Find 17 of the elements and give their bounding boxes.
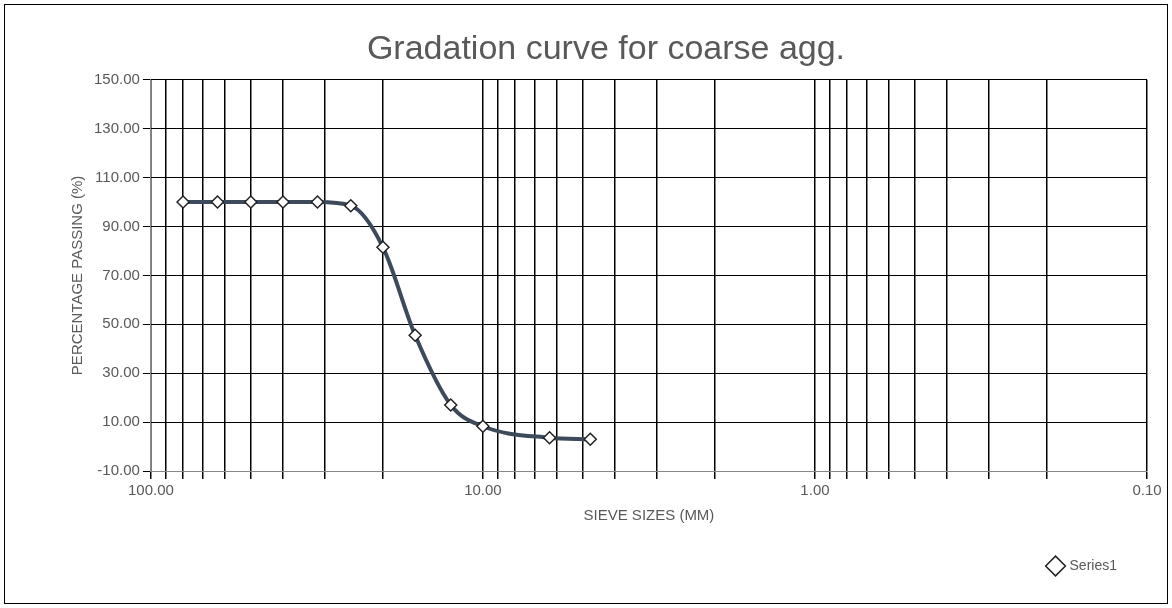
x-tick-label: 0.10 — [1132, 481, 1162, 499]
y-axis-title: PERCENTAGE PASSING (%) — [68, 175, 86, 376]
x-tick-label: 10.00 — [464, 481, 502, 499]
y-tick-label: -10.00 — [97, 461, 140, 479]
x-tick-label: 100.00 — [127, 481, 174, 499]
x-tick-label: 1.00 — [800, 481, 830, 499]
y-tick-label: 130.00 — [93, 118, 140, 136]
y-tick-label: 150.00 — [93, 69, 140, 87]
y-tick-label: 30.00 — [102, 363, 140, 381]
y-tick-label: 70.00 — [102, 265, 140, 283]
legend-label: Series1 — [1069, 556, 1118, 573]
y-tick-label: 10.00 — [102, 412, 140, 430]
y-tick-label: 50.00 — [102, 314, 140, 332]
chart-title: Gradation curve for coarse agg. — [366, 27, 846, 66]
y-tick-label: 90.00 — [102, 216, 140, 234]
y-tick-label: 110.00 — [95, 167, 140, 185]
x-axis-title: SIEVE SIZES (MM) — [583, 506, 715, 524]
